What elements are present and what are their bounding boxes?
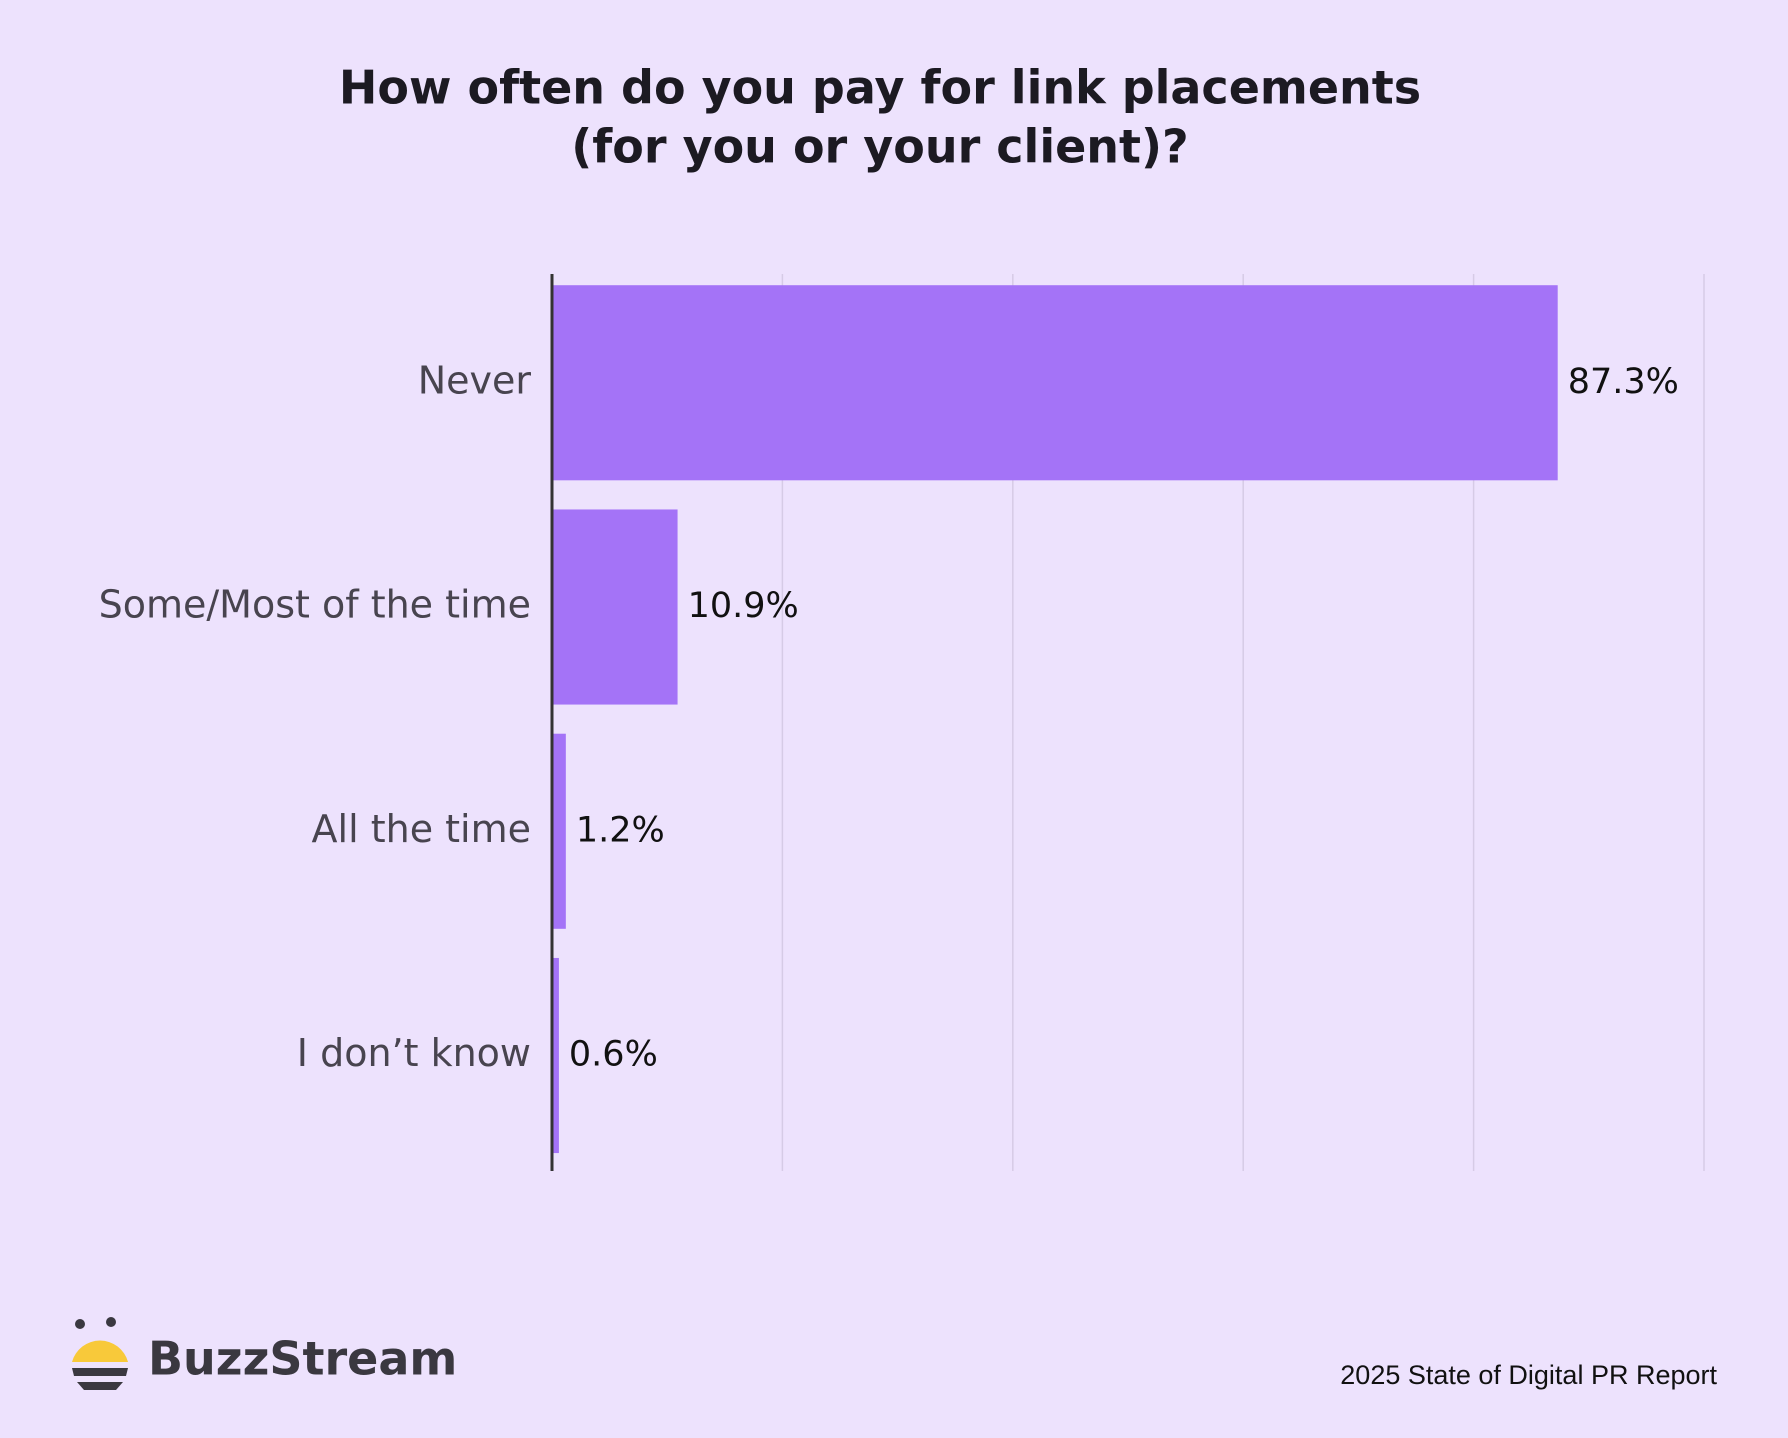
bar (552, 733, 566, 929)
category-label: Never (418, 358, 532, 402)
value-label: 0.6% (569, 1035, 658, 1075)
category-label: All the time (312, 807, 531, 851)
source-note: 2025 State of Digital PR Report (1340, 1360, 1717, 1390)
value-label: 10.9% (688, 586, 799, 626)
bar (552, 509, 678, 705)
bar (552, 957, 559, 1154)
category-label: I don’t know (297, 1031, 531, 1075)
logo-stripe (72, 1368, 128, 1376)
value-label: 87.3% (1568, 362, 1679, 402)
logo: BuzzStream (72, 1317, 457, 1390)
logo-dot (106, 1317, 116, 1327)
chart-title: How often do you pay for link placements (339, 61, 1421, 115)
logo-stripe (77, 1382, 123, 1390)
bar (552, 285, 1558, 481)
value-label: 1.2% (576, 810, 665, 850)
category-label: Some/Most of the time (99, 583, 531, 627)
brand-name: BuzzStream (148, 1332, 457, 1386)
chart-title: (for you or your client)? (571, 120, 1188, 174)
logo-dot (75, 1319, 85, 1329)
logo-head (72, 1340, 128, 1362)
